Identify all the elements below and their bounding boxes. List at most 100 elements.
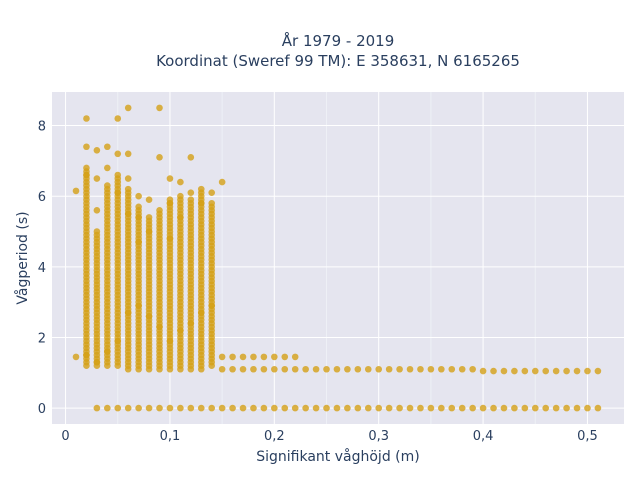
data-point [114, 115, 122, 122]
data-point [114, 189, 122, 196]
data-point [302, 365, 309, 373]
data-point [239, 365, 247, 373]
data-point [385, 365, 393, 373]
data-point [135, 404, 142, 412]
data-point [166, 404, 174, 412]
data-point [229, 404, 236, 412]
data-point [124, 104, 132, 112]
data-point [83, 164, 90, 172]
data-point [218, 404, 226, 412]
data-point [93, 228, 101, 235]
data-point [208, 404, 216, 412]
data-point [93, 207, 101, 214]
data-point [239, 353, 247, 361]
data-point [187, 154, 195, 161]
data-point [323, 404, 330, 412]
data-point [563, 404, 570, 412]
data-point [166, 175, 174, 182]
data-point [438, 404, 445, 412]
data-point [124, 309, 132, 317]
x-tick-label: 0,3 [368, 429, 389, 444]
data-point [83, 143, 90, 151]
data-point [271, 404, 278, 412]
data-point [281, 353, 289, 361]
data-point [490, 367, 497, 375]
data-point [177, 192, 184, 200]
data-point [521, 404, 529, 412]
x-tick-label: 0,2 [264, 429, 285, 444]
data-point [584, 367, 591, 375]
data-point [500, 367, 508, 375]
data-point [573, 367, 581, 375]
data-point [124, 404, 132, 412]
data-point [104, 404, 111, 412]
data-point [177, 178, 184, 186]
data-point [323, 365, 330, 373]
y-tick-label: 2 [38, 331, 46, 346]
data-point [177, 404, 184, 412]
data-point [584, 404, 591, 412]
data-point [354, 365, 362, 373]
data-point [573, 404, 581, 412]
data-point [281, 365, 289, 373]
x-axis-ticks: 0 0,1 0,2 0,3 0,4 0,5 [61, 429, 597, 444]
data-point [511, 367, 518, 375]
data-point [458, 404, 466, 412]
data-point [114, 337, 122, 345]
data-point [187, 404, 195, 412]
data-point [479, 404, 487, 412]
data-point [145, 404, 153, 412]
data-point [124, 185, 132, 193]
data-point [187, 189, 195, 196]
data-point [260, 404, 268, 412]
data-point [417, 365, 424, 373]
x-axis-title: Signifikant våghöjd (m) [256, 448, 419, 465]
y-tick-label: 0 [38, 402, 46, 417]
data-point [218, 365, 226, 373]
data-point [260, 353, 268, 361]
data-point [83, 115, 90, 122]
data-point [375, 365, 383, 373]
data-point [281, 404, 289, 412]
data-point [229, 365, 236, 373]
data-point [145, 312, 153, 320]
data-point [83, 351, 90, 359]
data-point [197, 404, 205, 412]
data-point [375, 404, 383, 412]
data-point [364, 365, 372, 373]
data-point [104, 164, 111, 172]
data-point [166, 199, 174, 207]
data-point [250, 353, 257, 361]
data-point [156, 154, 163, 161]
data-point [177, 214, 184, 221]
data-point [114, 150, 122, 158]
data-point [177, 327, 184, 334]
data-point [208, 199, 216, 207]
data-point [500, 404, 508, 412]
y-tick-label: 4 [38, 261, 46, 276]
data-point [124, 150, 132, 158]
data-point [93, 146, 101, 154]
data-point [448, 404, 456, 412]
data-point [312, 365, 320, 373]
data-point [521, 367, 529, 375]
data-point [552, 367, 560, 375]
data-point [594, 404, 602, 412]
data-point [250, 404, 257, 412]
data-point [72, 187, 80, 195]
data-point [291, 353, 299, 361]
data-point [104, 143, 111, 151]
data-point [93, 358, 101, 366]
data-point [218, 178, 226, 186]
data-point [135, 302, 142, 309]
y-axis-ticks: 0 2 4 6 8 [38, 120, 46, 418]
data-point [552, 404, 560, 412]
data-point [229, 353, 236, 361]
data-point [156, 404, 163, 412]
data-point [448, 365, 456, 373]
data-point [145, 214, 153, 221]
data-point [396, 404, 403, 412]
data-point [114, 404, 122, 412]
data-point [93, 175, 101, 182]
